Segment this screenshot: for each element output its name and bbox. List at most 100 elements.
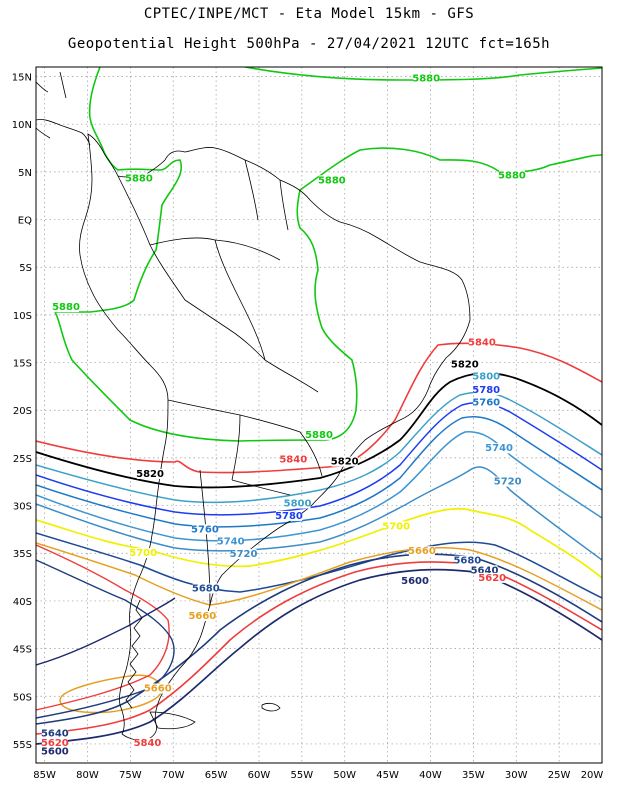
contour-label-5680: 5680: [192, 583, 220, 594]
contour-label-bg: [137, 468, 164, 479]
chile-fjords: [125, 599, 143, 709]
contour-label-bg: [471, 565, 498, 576]
lat-tick-label: 15N: [12, 73, 32, 84]
contour-label-5620: 5620: [478, 573, 506, 584]
contour-label-5760: 5760: [472, 397, 500, 408]
lon-tick-label: 85W: [33, 770, 56, 781]
lon-tick-label: 45W: [376, 770, 399, 781]
contour-label-5720: 5720: [494, 477, 522, 488]
contour-label-bg: [217, 536, 244, 547]
coastlines-and-borders: [36, 71, 471, 741]
contour-label-bg: [144, 683, 171, 694]
contour-label-5720: 5720: [230, 549, 258, 560]
contour-5600: [36, 568, 602, 745]
lon-tick-label: 40W: [419, 770, 442, 781]
contour-label-5780: 5780: [275, 511, 303, 522]
contour-label-bg: [494, 476, 521, 487]
contour-5720: [36, 466, 602, 561]
contour-label-5640: 5640: [471, 565, 499, 576]
contour-label-5760: 5760: [191, 524, 219, 535]
contour-label-bg: [41, 737, 68, 748]
lat-tick-label: 10S: [13, 311, 32, 322]
contour-label-5660: 5660: [144, 683, 172, 694]
contour-5860-west: [36, 597, 176, 666]
contour-label-5820: 5820: [451, 359, 479, 370]
lat-tick-label: EQ: [18, 216, 32, 227]
contour-label-5880: 5880: [412, 73, 440, 84]
contour-5740: [36, 431, 602, 542]
lon-tick-label: 55W: [291, 770, 314, 781]
contour-label-5680: 5680: [453, 556, 481, 567]
lon-tick-label: 80W: [76, 770, 99, 781]
contour-5820-west: [36, 559, 175, 719]
lon-tick-label: 65W: [205, 770, 228, 781]
contour-label-bg: [408, 546, 435, 557]
contour-label-bg: [413, 73, 440, 84]
map-subtitle: Geopotential Height 500hPa - 27/04/2021 …: [67, 36, 551, 52]
lat-tick-label: 45S: [13, 645, 32, 656]
lat-tick-label: 40S: [13, 597, 32, 608]
central-america-coastline: [36, 71, 91, 146]
contour-label-bg: [284, 498, 311, 509]
contour-label-5840: 5840: [468, 337, 496, 348]
contour-label-bg: [41, 746, 68, 757]
lat-tick-label: 5S: [19, 263, 32, 274]
contour-label-5880: 5880: [498, 171, 526, 182]
height-contours: [36, 67, 602, 745]
contour-label-5880: 5880: [125, 173, 153, 184]
lat-tick-label: 20S: [13, 406, 32, 417]
lat-tick-label: 25S: [13, 454, 32, 465]
contour-label-bg: [130, 548, 157, 559]
lat-tick-label: 5N: [18, 168, 32, 179]
south-america-coastline: [79, 133, 471, 741]
map-frame: [35, 66, 603, 764]
contour-label-5880: 5880: [52, 302, 80, 313]
falklands-coastline: [261, 702, 281, 712]
lat-tick-label: 15S: [13, 359, 32, 370]
contour-5840-west: [36, 544, 170, 711]
lon-tick-label: 25W: [548, 770, 571, 781]
lon-tick-label: 30W: [505, 770, 528, 781]
contour-5780: [36, 402, 602, 516]
contour-5820: [36, 372, 602, 489]
contour-label-5660: 5660: [188, 611, 216, 622]
contour-label-bg: [192, 583, 219, 594]
contour-label-5880: 5880: [305, 430, 333, 441]
contour-label-5800: 5800: [284, 499, 312, 510]
tierra-del-fuego-coastline: [149, 711, 196, 730]
map-axes: 15N 10N 5N EQ 5S 10S 15S 20S 25S 30S 35S 40S 45S 50S 5…: [12, 73, 604, 781]
contour-5880-top: [244, 67, 602, 81]
contour-label-5780: 5780: [472, 385, 500, 396]
contour-label-bg: [230, 549, 257, 560]
contour-5640-lower: [36, 553, 602, 725]
contour-5760: [36, 416, 602, 528]
contour-label-5820: 5820: [136, 469, 164, 480]
contour-label-bg: [454, 555, 481, 566]
lon-tick-label: 35W: [462, 770, 485, 781]
contour-label-5740: 5740: [217, 537, 245, 548]
contour-label-bg: [318, 175, 345, 186]
contour-label-5840: 5840: [134, 738, 162, 749]
contour-label-bg: [189, 611, 216, 622]
contour-label-bg: [331, 456, 358, 467]
contour-label-5700: 5700: [382, 521, 410, 532]
contour-labels: 5880 5880 5880 5880 5880 5880 5840 5840 5840 5820…: [41, 73, 526, 757]
lon-tick-label: 75W: [119, 770, 142, 781]
contour-label-bg: [479, 572, 506, 583]
lon-tick-label: 50W: [333, 770, 356, 781]
contour-label-bg: [486, 443, 513, 454]
contour-label-5700: 5700: [129, 548, 157, 559]
contour-label-bg: [473, 397, 500, 408]
contour-5660: [36, 542, 602, 611]
lat-tick-label: 10N: [12, 120, 32, 131]
contour-label-5600: 5600: [41, 746, 69, 757]
contour-label-bg: [53, 302, 80, 313]
contour-5800: [36, 391, 602, 504]
contour-label-bg: [134, 737, 161, 748]
lat-tick-label: 30S: [13, 502, 32, 513]
lat-tick-label: 35S: [13, 549, 32, 560]
contour-label-5800: 5800: [472, 372, 500, 383]
lon-tick-label: 20W: [581, 770, 604, 781]
contour-5880-north: [53, 67, 602, 442]
contour-label-bg: [306, 429, 332, 440]
